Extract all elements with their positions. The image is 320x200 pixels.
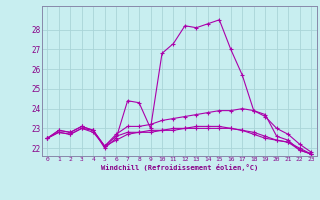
X-axis label: Windchill (Refroidissement éolien,°C): Windchill (Refroidissement éolien,°C) <box>100 164 258 171</box>
